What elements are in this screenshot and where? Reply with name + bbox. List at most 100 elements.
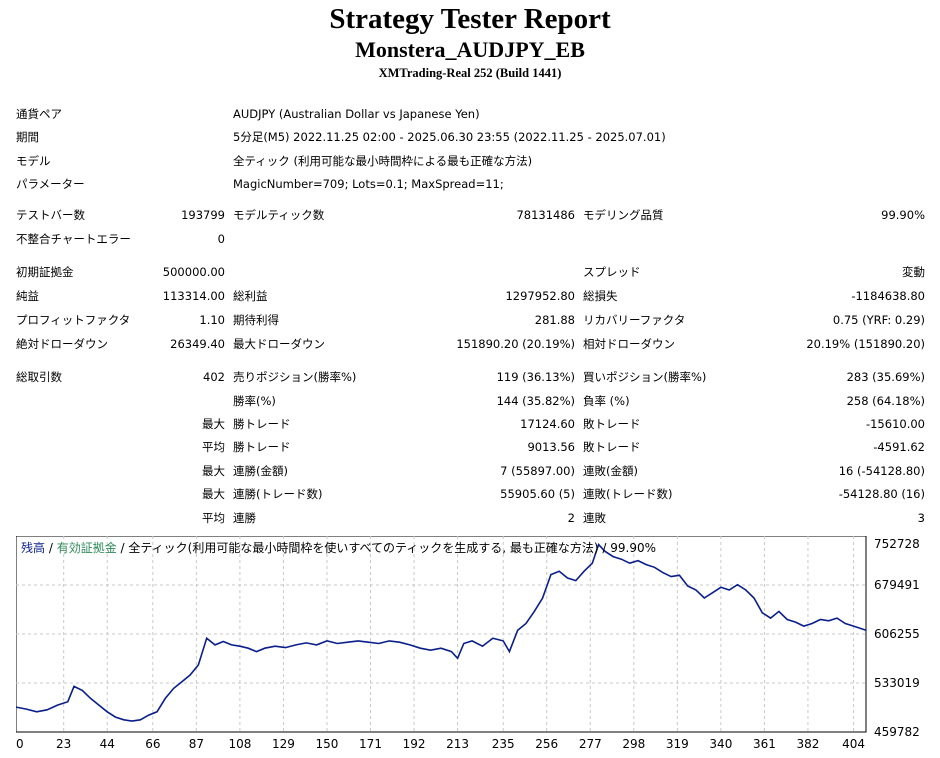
avg-loss-value: -4591.62 <box>873 440 925 454</box>
avg-win-label: 勝トレード <box>233 440 291 454</box>
model-value: 全ティック (利用可能な最小時間枠による最も正確な方法) <box>233 154 533 168</box>
x-tick-label: 150 <box>316 737 339 751</box>
abs-drawdown-value: 26349.40 <box>170 337 225 351</box>
bars-label: テストバー数 <box>16 208 85 222</box>
recovery-factor-label: リカバリーファクタ <box>583 313 686 327</box>
ticks-label: モデルティック数 <box>233 208 325 222</box>
deposit-label: 初期証拠金 <box>16 265 74 279</box>
chart-legend: 残高 / 有効証拠金 / 全ティック(利用可能な最小時間枠を使いすべてのティック… <box>21 540 656 555</box>
rel-drawdown-value: 20.19% (151890.20) <box>806 337 925 351</box>
loss-rate-label: 負率 (%) <box>583 394 630 408</box>
abs-drawdown-label: 絶対ドローダウン <box>16 337 108 351</box>
largest-win-label: 勝トレード <box>233 417 291 431</box>
x-tick-label: 277 <box>579 737 602 751</box>
loss-rate-value: 258 (64.18%) <box>846 394 925 408</box>
x-tick-label: 66 <box>145 737 160 751</box>
short-positions-value: 119 (36.13%) <box>496 370 575 384</box>
x-tick-label: 23 <box>56 737 71 751</box>
avg-cons-wins-value: 2 <box>567 511 575 525</box>
legend-sep: / <box>45 541 57 555</box>
max-prefix: 最大 <box>202 464 225 478</box>
avg-win-value: 9013.56 <box>527 440 575 454</box>
deposit-value: 500000.00 <box>162 265 225 279</box>
win-rate-label: 勝率(%) <box>233 394 276 408</box>
y-tick-label: 533019 <box>874 676 920 690</box>
largest-loss-label: 敗トレード <box>583 417 641 431</box>
net-profit-label: 純益 <box>16 289 39 303</box>
avg-cons-wins-label: 連勝 <box>233 511 256 525</box>
server-build: XMTrading-Real 252 (Build 1441) <box>378 66 562 80</box>
gross-loss-value: -1184638.80 <box>851 289 925 303</box>
y-tick-label: 459782 <box>874 725 920 739</box>
long-positions-value: 283 (35.69%) <box>846 370 925 384</box>
avg-loss-label: 敗トレード <box>583 440 641 454</box>
max-drawdown-label: 最大ドローダウン <box>233 337 325 351</box>
x-tick-label: 404 <box>842 737 865 751</box>
x-tick-label: 256 <box>535 737 558 751</box>
x-tick-label: 382 <box>796 737 819 751</box>
avg-prefix: 平均 <box>202 511 225 525</box>
short-positions-label: 売りポジション(勝率%) <box>233 370 357 384</box>
x-tick-label: 340 <box>709 737 732 751</box>
spread-value: 変動 <box>902 265 925 279</box>
max-cons-wins-label: 連勝(金額) <box>233 464 288 478</box>
x-tick-label: 44 <box>100 737 115 751</box>
x-tick-label: 129 <box>272 737 295 751</box>
quality-label: モデリング品質 <box>583 208 664 222</box>
x-tick-label: 235 <box>492 737 515 751</box>
max-cons-loss-label: 連敗(トレード数) <box>583 487 673 501</box>
gross-loss-label: 総損失 <box>583 289 618 303</box>
x-tick-label: 87 <box>189 737 204 751</box>
quality-value: 99.90% <box>881 208 925 222</box>
max-cons-wins-value: 7 (55897.00) <box>500 464 575 478</box>
avg-cons-losses-label: 連敗 <box>583 511 606 525</box>
win-rate-value: 144 (35.82%) <box>496 394 575 408</box>
mismatch-label: 不整合チャートエラー <box>16 232 131 246</box>
profit-factor-label: プロフィットファクタ <box>16 313 131 327</box>
avg-prefix: 平均 <box>202 440 225 454</box>
spread-label: スプレッド <box>583 265 641 279</box>
x-tick-label: 298 <box>622 737 645 751</box>
total-trades-label: 総取引数 <box>16 370 62 384</box>
x-axis-ticks: 0 23 44 66 87 108 129 150 171 192 213 235 256 277 298 3… <box>16 737 865 751</box>
ea-name: Monstera_AUDJPY_EB <box>355 37 585 62</box>
max-cons-loss-value: -54128.80 (16) <box>838 487 925 501</box>
params-label: パラメーター <box>16 177 85 191</box>
x-tick-label: 108 <box>228 737 251 751</box>
largest-win-value: 17124.60 <box>520 417 575 431</box>
max-cons-losses-value: 16 (-54128.80) <box>838 464 925 478</box>
expected-payoff-value: 281.88 <box>534 313 575 327</box>
avg-cons-losses-value: 3 <box>917 511 925 525</box>
legend-rest: / 全ティック(利用可能な最小時間枠を使いすべてのティックを生成する, 最も正確… <box>117 540 656 555</box>
legend-balance: 残高 <box>21 540 45 555</box>
total-trades-value: 402 <box>203 370 225 384</box>
balance-line <box>16 542 867 722</box>
x-tick-label: 319 <box>666 737 689 751</box>
symbol-label: 通貨ペア <box>16 107 62 121</box>
params-value: MagicNumber=709; Lots=0.1; MaxSpread=11; <box>233 177 504 191</box>
gross-profit-label: 総利益 <box>233 289 268 303</box>
y-tick-label: 606255 <box>874 627 920 641</box>
symbol-value: AUDJPY (Australian Dollar vs Japanese Ye… <box>233 107 480 121</box>
model-label: モデル <box>16 154 51 168</box>
bars-value: 193799 <box>181 208 225 222</box>
rel-drawdown-label: 相対ドローダウン <box>583 337 675 351</box>
y-tick-label: 679491 <box>874 578 920 592</box>
gross-profit-value: 1297952.80 <box>505 289 575 303</box>
recovery-factor-value: 0.75 (YRF: 0.29) <box>832 313 925 327</box>
x-tick-label: 361 <box>753 737 776 751</box>
ticks-value: 78131486 <box>516 208 575 222</box>
x-tick-label: 192 <box>403 737 426 751</box>
long-positions-label: 買いポジション(勝率%) <box>583 370 707 384</box>
x-tick-label: 213 <box>446 737 469 751</box>
largest-loss-value: -15610.00 <box>865 417 925 431</box>
expected-payoff-label: 期待利得 <box>233 313 279 327</box>
y-axis-ticks: 752728 679491 606255 533019 459782 <box>874 537 920 739</box>
legend-equity: 有効証拠金 <box>57 540 117 555</box>
y-tick-label: 752728 <box>874 537 920 551</box>
max-drawdown-value: 151890.20 (20.19%) <box>456 337 575 351</box>
balance-chart: 752728 679491 606255 533019 459782 0 23 44 66 87… <box>16 536 920 751</box>
x-tick-label: 171 <box>359 737 382 751</box>
net-profit-value: 113314.00 <box>162 289 225 303</box>
mismatch-value: 0 <box>217 232 225 246</box>
